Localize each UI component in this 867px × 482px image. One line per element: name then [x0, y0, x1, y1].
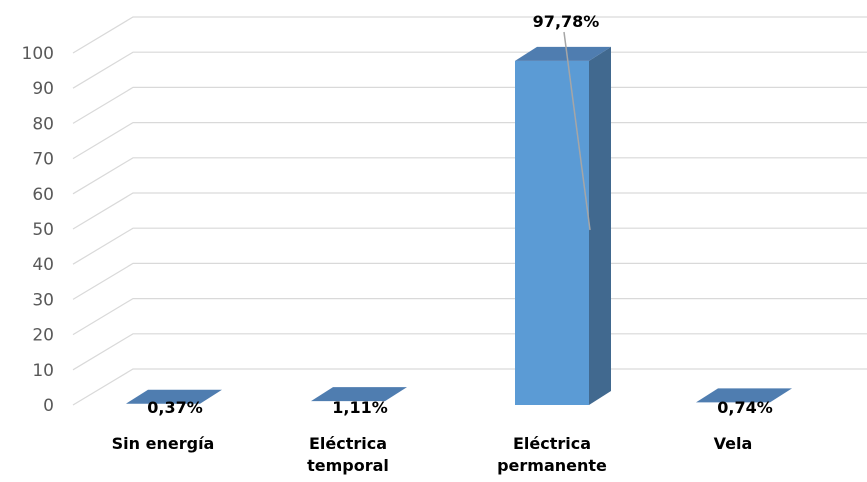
gridline [72, 121, 867, 160]
gridline [72, 227, 867, 265]
gridline [72, 86, 867, 124]
data-label: 0,74% [717, 398, 773, 417]
bars [126, 46, 792, 406]
bar-front-face [515, 60, 589, 406]
gridline [72, 262, 867, 300]
y-tick-label: 30 [32, 290, 54, 310]
bar [515, 46, 611, 406]
x-tick-label: Eléctrica permanente [497, 434, 607, 475]
gridline [72, 157, 867, 195]
bar-top-face [696, 388, 792, 403]
y-tick-label: 40 [32, 255, 54, 275]
gridline [72, 333, 867, 371]
y-tick-label: 60 [32, 185, 54, 205]
bar-top-face [126, 389, 222, 404]
y-tick-label: 90 [32, 79, 54, 99]
bar [311, 387, 407, 402]
gridlines [72, 16, 867, 406]
bar [696, 388, 792, 403]
bar-top-face [515, 46, 611, 61]
gridline [72, 16, 867, 54]
x-tick-label: Vela [714, 434, 753, 453]
data-label: 97,78% [533, 12, 600, 31]
gridline [72, 51, 867, 89]
data-label: 1,11% [332, 398, 388, 417]
x-axis: Sin energía Eléctrica temporal Eléctrica per… [112, 434, 753, 475]
bar-side-face [589, 46, 611, 406]
bar [126, 389, 222, 404]
y-tick-label: 50 [32, 220, 54, 240]
x-tick-label: Eléctrica temporal [307, 434, 389, 475]
y-tick-label: 70 [32, 150, 54, 170]
y-tick-label: 20 [32, 326, 54, 346]
x-tick-label: Sin energía [112, 434, 215, 453]
y-tick-label: 100 [22, 44, 54, 64]
y-axis: 0 10 20 30 40 50 60 70 80 90 100 [22, 44, 54, 416]
y-tick-label: 80 [32, 114, 54, 134]
leader-line [563, 31, 591, 231]
gridline [72, 192, 867, 230]
data-labels: 0,37% 1,11% 97,78% 0,74% [147, 12, 773, 417]
gridline [72, 368, 867, 406]
bar-top-face [311, 387, 407, 402]
y-tick-label: 10 [32, 361, 54, 381]
gridline [72, 298, 867, 336]
y-tick-label: 0 [43, 396, 54, 416]
data-label: 0,37% [147, 398, 203, 417]
